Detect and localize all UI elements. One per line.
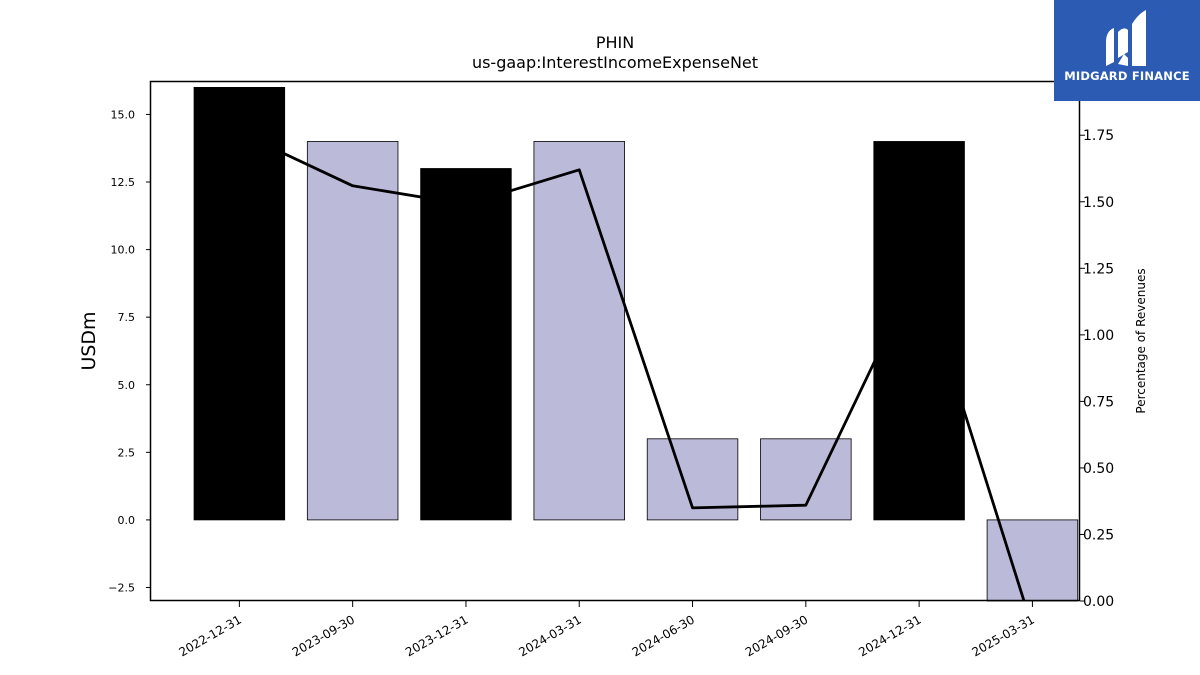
- chart-title: PHIN: [596, 33, 634, 52]
- y-axis-label: USDm: [78, 311, 100, 370]
- bars-group: [193, 87, 1079, 602]
- bar: [306, 141, 399, 521]
- bar: [533, 141, 625, 521]
- y2-tick-label: 1.50: [1083, 195, 1114, 211]
- line-group: [238, 131, 1026, 601]
- x-tick-label: 2024-12-31: [856, 612, 923, 659]
- bar: [420, 168, 512, 521]
- x-tick-label: 2024-03-31: [516, 612, 583, 659]
- y-tick-label: 15.0: [111, 108, 136, 121]
- chart-subtitle: us-gaap:InterestIncomeExpenseNet: [472, 53, 758, 72]
- y2-tick-label: 1.00: [1083, 328, 1114, 344]
- x-axis: 2022-12-31 2023-09-30 2023-12-31 2024-03-31…: [176, 601, 1037, 659]
- x-tick-label: 2024-09-30: [743, 612, 810, 659]
- bar: [873, 141, 965, 521]
- midgard-logo-icon: [1106, 10, 1146, 66]
- x-tick-label: 2022-12-31: [176, 612, 243, 659]
- brand-name: MIDGARD FINANCE: [1064, 69, 1190, 83]
- x-tick-label: 2023-12-31: [403, 612, 470, 659]
- y2-tick-label: 0.75: [1083, 394, 1114, 410]
- y2-tick-label: 1.25: [1083, 261, 1114, 277]
- bar: [193, 87, 286, 521]
- y2-axis-label: Percentage of Revenues: [1134, 268, 1148, 413]
- y2-axis: 0.00 0.25 0.50 0.75 1.00 1.25 1.50 1.75: [1080, 128, 1114, 610]
- series-line: [238, 131, 1026, 601]
- x-tick-label: 2024-06-30: [630, 612, 697, 659]
- x-tick-label: 2025-03-31: [970, 612, 1037, 659]
- y2-tick-label: 1.75: [1083, 128, 1114, 144]
- y2-tick-label: 0.00: [1083, 594, 1114, 610]
- brand-logo: MIDGARD FINANCE: [1054, 0, 1200, 101]
- y-tick-label: 10.0: [111, 244, 136, 257]
- x-tick-label: 2023-09-30: [290, 612, 357, 659]
- y-tick-label: 2.5: [118, 446, 136, 459]
- bar: [760, 438, 852, 521]
- y-axis: −2.5 0.0 2.5 5.0 7.5 10.0 12.5 15.0: [108, 108, 151, 594]
- y-tick-label: 12.5: [111, 176, 136, 189]
- y-tick-label: 7.5: [118, 311, 136, 324]
- y2-tick-label: 0.25: [1083, 527, 1114, 543]
- y-tick-label: 0.0: [118, 514, 136, 527]
- y-tick-label: −2.5: [108, 581, 135, 594]
- y2-tick-label: 0.50: [1083, 461, 1114, 477]
- plot-frame: [149, 80, 1081, 602]
- bar: [986, 519, 1079, 602]
- y-tick-label: 5.0: [118, 379, 136, 392]
